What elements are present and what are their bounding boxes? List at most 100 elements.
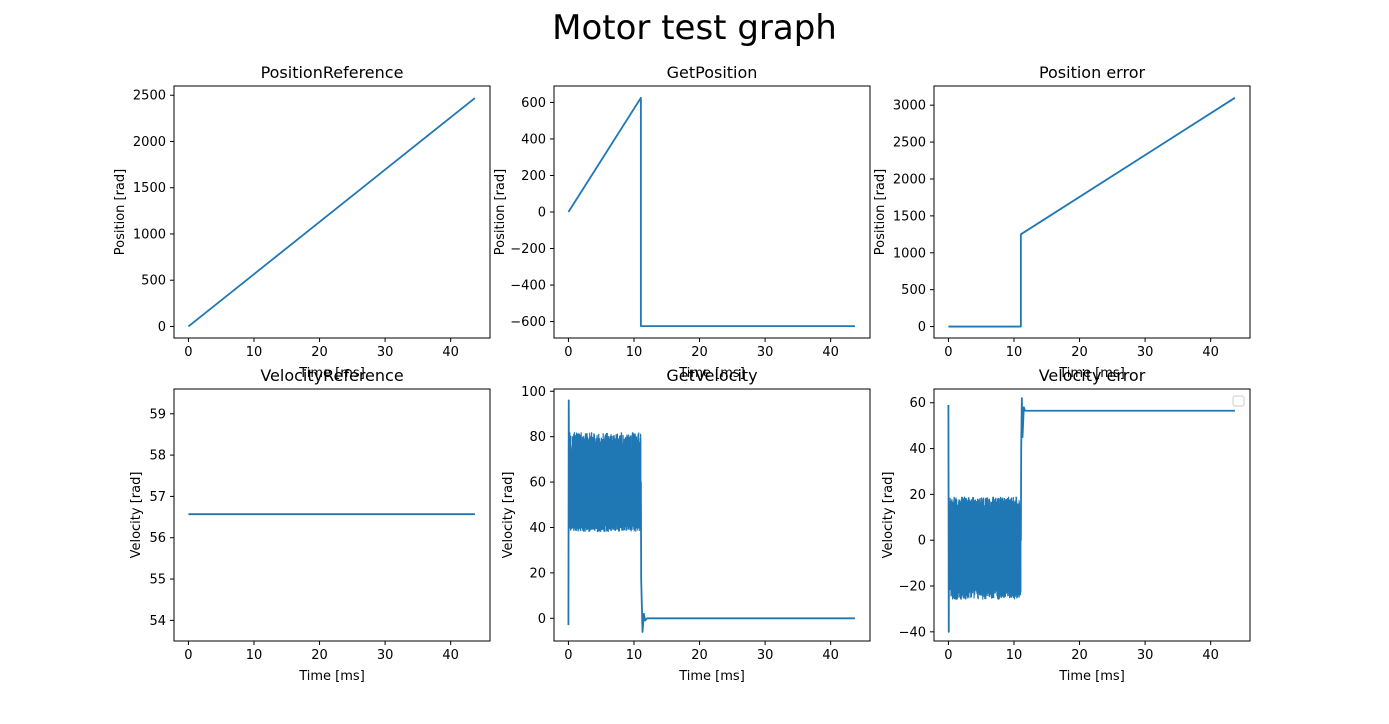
x-tick-label: 40 (1202, 648, 1219, 663)
y-tick-label: −600 (510, 315, 546, 330)
subplot-title: Velocity error (1039, 366, 1146, 385)
x-axis-label: Time [ms] (1058, 669, 1125, 684)
y-tick-label: 2500 (893, 136, 926, 151)
y-tick-label: 100 (521, 385, 546, 400)
subplot-4: VelocityReference 0 10 20 30 40 54 55 56 57 58 59 Ti… (129, 366, 491, 684)
x-tick-label: 0 (184, 345, 192, 360)
y-tick-label: 0 (538, 612, 546, 627)
axes-frame (933, 85, 1251, 339)
y-tick-label: 500 (901, 283, 926, 298)
axes-frame (933, 388, 1251, 642)
subplot-2: GetPosition 0 10 20 30 40 −600 −400 −200 0 200 400 6… (493, 63, 871, 381)
noise-series-line (569, 432, 642, 533)
axes-frame (173, 85, 491, 339)
x-axis-label: Time [ms] (678, 366, 745, 381)
y-tick-label: 56 (149, 531, 166, 546)
x-tick-label: 10 (626, 345, 643, 360)
x-tick-label: 30 (377, 648, 394, 663)
axes-frame (553, 85, 871, 339)
x-tick-label: 30 (757, 345, 774, 360)
x-axis-label: Time [ms] (298, 366, 365, 381)
axes-frame (553, 388, 871, 642)
subplot-6: Velocity error 0 10 20 30 40 −40 −20 0 20 40 60 Time… (881, 366, 1251, 684)
y-tick-label: 59 (149, 407, 166, 422)
x-tick-label: 0 (564, 345, 572, 360)
series-line (567, 96, 855, 328)
y-tick-label: 500 (141, 274, 166, 289)
x-tick-label: 30 (377, 345, 394, 360)
x-tick-label: 40 (822, 648, 839, 663)
x-tick-label: 20 (1071, 345, 1088, 360)
x-tick-label: 10 (626, 648, 643, 663)
x-tick-label: 30 (1137, 345, 1154, 360)
x-tick-label: 40 (442, 345, 459, 360)
subplot-title: PositionReference (261, 63, 404, 82)
x-tick-label: 30 (1137, 648, 1154, 663)
y-tick-label: 60 (909, 396, 926, 411)
subplot-1: PositionReference 0 10 20 30 40 0 500 1000 1500 20… (113, 63, 491, 381)
y-tick-label: 40 (529, 521, 546, 536)
y-axis-label: Position [rad] (493, 169, 508, 255)
x-tick-label: 0 (944, 345, 952, 360)
x-tick-label: 20 (691, 345, 708, 360)
x-axis-label: Time [ms] (678, 669, 745, 684)
x-tick-label: 10 (1006, 345, 1023, 360)
y-tick-label: −40 (899, 625, 926, 640)
y-axis-label: Position [rad] (873, 169, 888, 255)
figure-title: Motor test graph (552, 8, 837, 48)
x-tick-label: 10 (246, 345, 263, 360)
x-tick-label: 20 (691, 648, 708, 663)
x-tick-label: 20 (1071, 648, 1088, 663)
y-tick-label: 1000 (893, 246, 926, 261)
noise-series-line (949, 496, 1022, 600)
subplot-title: Position error (1039, 63, 1146, 82)
x-tick-label: 20 (311, 345, 328, 360)
y-axis-label: Position [rad] (113, 169, 128, 255)
x-axis-label: Time [ms] (1058, 366, 1125, 381)
y-tick-label: 80 (529, 430, 546, 445)
y-tick-label: −400 (510, 279, 546, 294)
y-tick-label: 57 (149, 490, 166, 505)
y-tick-label: 40 (909, 442, 926, 457)
y-tick-label: 60 (529, 476, 546, 491)
y-tick-label: 0 (918, 320, 926, 335)
y-axis-label: Velocity [rad] (501, 472, 516, 559)
y-tick-label: 1000 (133, 227, 166, 242)
x-tick-label: 0 (564, 648, 572, 663)
x-tick-label: 0 (944, 648, 952, 663)
subplot-3: Position error 0 10 20 30 40 0 500 1000 1500 2000 2… (873, 63, 1251, 381)
x-tick-label: 40 (442, 648, 459, 663)
x-tick-label: 10 (1006, 648, 1023, 663)
series-line (947, 397, 1235, 633)
legend-box (1232, 395, 1245, 407)
subplot-title: GetPosition (667, 63, 758, 82)
subplot-5: GetVelocity 0 10 20 30 40 0 20 40 60 80 100 Time [ms… (501, 366, 871, 684)
y-tick-label: 3000 (893, 99, 926, 114)
y-tick-label: 0 (538, 206, 546, 221)
y-tick-label: 0 (158, 320, 166, 335)
y-tick-label: −20 (899, 580, 926, 595)
y-tick-label: 2500 (133, 89, 166, 104)
y-tick-label: 2000 (893, 172, 926, 187)
y-axis-label: Velocity [rad] (129, 472, 144, 559)
series-line (567, 399, 855, 633)
y-tick-label: 1500 (893, 209, 926, 224)
x-axis-label: Time [ms] (298, 669, 365, 684)
y-tick-label: 20 (909, 488, 926, 503)
series-line (187, 97, 476, 328)
x-tick-label: 20 (311, 648, 328, 663)
x-tick-label: 10 (246, 648, 263, 663)
y-tick-label: 1500 (133, 181, 166, 196)
axes-frame (173, 388, 491, 642)
y-tick-label: 55 (149, 573, 166, 588)
y-tick-label: 0 (918, 534, 926, 549)
y-tick-label: 58 (149, 449, 166, 464)
y-tick-label: 2000 (133, 135, 166, 150)
y-tick-label: 400 (521, 132, 546, 147)
y-axis-label: Velocity [rad] (881, 472, 896, 559)
y-tick-label: 600 (521, 96, 546, 111)
x-tick-label: 0 (184, 648, 192, 663)
x-tick-label: 40 (1202, 345, 1219, 360)
